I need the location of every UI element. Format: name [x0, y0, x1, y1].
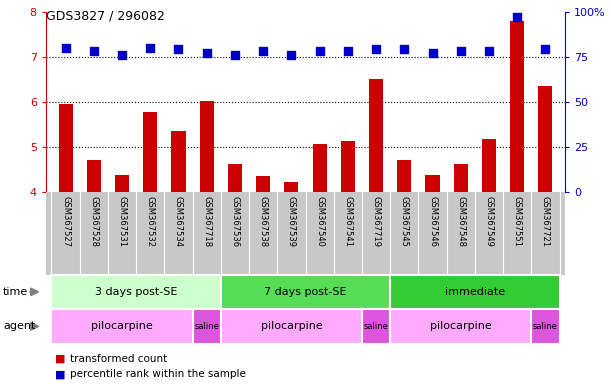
Bar — [390, 275, 560, 309]
Text: agent: agent — [3, 321, 35, 331]
Text: 7 days post-SE: 7 days post-SE — [264, 287, 347, 297]
Text: GSM367531: GSM367531 — [117, 196, 126, 247]
Point — [117, 52, 127, 58]
Text: ■: ■ — [55, 369, 65, 379]
Text: pilocarpine: pilocarpine — [91, 321, 153, 331]
Text: GSM367549: GSM367549 — [485, 196, 494, 247]
Bar — [228, 164, 242, 372]
Bar — [256, 176, 270, 372]
Bar — [454, 164, 468, 372]
Text: GSM367541: GSM367541 — [343, 196, 353, 247]
Bar — [172, 131, 186, 372]
Text: ■: ■ — [55, 354, 65, 364]
Bar — [397, 159, 411, 372]
Bar — [87, 159, 101, 372]
Text: GSM367534: GSM367534 — [174, 196, 183, 247]
Point — [89, 48, 99, 54]
Text: saline: saline — [194, 322, 219, 331]
Text: GSM367546: GSM367546 — [428, 196, 437, 247]
Bar — [115, 175, 129, 372]
Point — [484, 48, 494, 54]
Point — [456, 48, 466, 54]
Text: GSM367540: GSM367540 — [315, 196, 324, 247]
Bar — [538, 86, 552, 372]
Text: saline: saline — [533, 322, 558, 331]
Text: immediate: immediate — [445, 287, 505, 297]
Point — [60, 45, 70, 51]
Point — [230, 52, 240, 58]
Text: GSM367551: GSM367551 — [513, 196, 522, 247]
Point — [512, 14, 522, 20]
Text: pilocarpine: pilocarpine — [260, 321, 322, 331]
Bar — [369, 79, 383, 372]
Text: GSM367536: GSM367536 — [230, 196, 240, 247]
Text: GSM367545: GSM367545 — [400, 196, 409, 247]
Point — [400, 46, 409, 53]
Text: pilocarpine: pilocarpine — [430, 321, 492, 331]
Bar — [192, 309, 221, 344]
Text: transformed count: transformed count — [70, 354, 167, 364]
Text: 3 days post-SE: 3 days post-SE — [95, 287, 177, 297]
Text: GSM367719: GSM367719 — [371, 196, 381, 247]
Point — [371, 46, 381, 53]
Point — [343, 48, 353, 54]
Bar — [341, 141, 355, 372]
Bar — [221, 309, 362, 344]
Text: percentile rank within the sample: percentile rank within the sample — [70, 369, 246, 379]
Text: GSM367718: GSM367718 — [202, 196, 211, 247]
Point — [287, 52, 296, 58]
Bar — [59, 104, 73, 372]
Bar — [510, 22, 524, 372]
Text: GSM367528: GSM367528 — [89, 196, 98, 247]
Bar — [51, 275, 221, 309]
Text: GSM367527: GSM367527 — [61, 196, 70, 247]
Text: GSM367721: GSM367721 — [541, 196, 550, 247]
Bar — [482, 139, 496, 372]
Bar — [425, 175, 439, 372]
Point — [174, 46, 183, 53]
Bar — [51, 309, 192, 344]
Bar — [143, 112, 157, 372]
Text: time: time — [3, 287, 28, 297]
Text: GSM367538: GSM367538 — [258, 196, 268, 247]
Bar — [284, 182, 298, 372]
Text: GSM367548: GSM367548 — [456, 196, 465, 247]
Text: GSM367532: GSM367532 — [146, 196, 155, 247]
Bar — [313, 144, 327, 372]
Text: saline: saline — [364, 322, 389, 331]
Bar — [362, 309, 390, 344]
Bar — [532, 309, 560, 344]
Point — [428, 50, 437, 56]
Point — [315, 48, 324, 54]
Text: GDS3827 / 296082: GDS3827 / 296082 — [46, 10, 165, 23]
Point — [145, 45, 155, 51]
Point — [258, 48, 268, 54]
Bar — [390, 309, 532, 344]
Bar — [221, 275, 390, 309]
Point — [541, 46, 551, 53]
Text: GSM367539: GSM367539 — [287, 196, 296, 247]
Point — [202, 50, 211, 56]
Bar — [200, 101, 214, 372]
